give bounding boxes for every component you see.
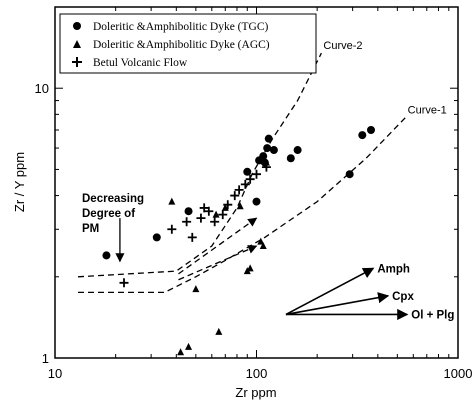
point-tgc — [264, 134, 273, 143]
point-betul — [182, 217, 192, 227]
legend-plus-marker — [72, 57, 82, 67]
curve-2-line — [78, 116, 407, 294]
point-tgc — [358, 131, 367, 140]
point-agc — [259, 242, 267, 250]
point-tgc — [263, 144, 272, 153]
point-tgc — [269, 146, 278, 155]
point-betul — [234, 185, 244, 195]
mineral-vector — [285, 292, 390, 316]
point-betul — [119, 278, 129, 288]
pm-annotation-line: PM — [82, 223, 99, 235]
point-betul — [218, 210, 228, 220]
point-betul — [252, 169, 261, 179]
point-tgc — [102, 251, 111, 260]
point-betul — [204, 206, 214, 216]
legend-entry-tgc: Doleritic &Amphibolitic Dyke (TGC) — [93, 21, 269, 33]
curves-layer: Curve-2 Curve-1 — [77, 40, 447, 294]
point-agc — [177, 348, 185, 356]
point-tgc — [366, 126, 375, 135]
x-tick-label: 10 — [48, 366, 62, 381]
mineral-vector-label: Cpx — [392, 291, 414, 303]
x-axis-label: Zr ppm — [235, 385, 276, 400]
point-betul — [230, 191, 240, 201]
point-tgc — [293, 146, 302, 155]
point-betul — [199, 203, 209, 213]
y-tick-label: 1 — [42, 351, 49, 366]
legend-box — [59, 13, 317, 74]
legend-circle-marker — [73, 22, 81, 30]
point-tgc — [252, 197, 261, 206]
x-tick-label: 1000 — [444, 366, 473, 381]
point-agc — [246, 264, 254, 272]
mineral-vector — [285, 267, 375, 316]
pm-annotation-line: Degree of — [82, 208, 135, 220]
points-layer — [102, 126, 375, 356]
point-agc — [212, 210, 220, 218]
point-tgc — [243, 167, 252, 176]
point-betul — [223, 200, 233, 210]
point-agc — [185, 342, 193, 350]
annotations-layer: Decreasing Degree of PM Amph Cpx Ol + Plg — [82, 193, 454, 321]
point-tgc — [259, 152, 268, 161]
point-tgc — [152, 233, 161, 242]
point-agc — [262, 158, 270, 166]
curve-1-line — [77, 52, 322, 278]
pm-annotation-line: Decreasing — [82, 193, 144, 205]
mineral-vector-label: Ol + Plg — [411, 309, 454, 321]
point-betul — [167, 224, 177, 234]
point-tgc — [345, 170, 354, 179]
legend-entry-betul: Betul Volcanic Flow — [93, 57, 188, 69]
melting-trend-arrow — [178, 217, 258, 275]
legend: Doleritic &Amphibolitic Dyke (TGC) Doler… — [59, 13, 317, 74]
point-agc — [168, 197, 176, 205]
x-tick-label: 100 — [246, 366, 268, 381]
point-betul — [261, 162, 271, 172]
point-betul — [196, 213, 206, 223]
point-agc — [236, 202, 244, 210]
point-tgc — [184, 207, 193, 216]
point-betul — [245, 174, 255, 184]
melting-trend-arrow — [178, 245, 258, 281]
curve-1-label: Curve-2 — [323, 40, 362, 52]
legend-triangle-marker — [73, 40, 81, 48]
point-agc — [192, 285, 200, 293]
point-betul — [210, 217, 220, 227]
y-tick-label: 10 — [35, 81, 49, 96]
point-agc — [215, 327, 223, 335]
legend-entry-agc: Doleritic &Amphibolitic Dyke (AGC) — [93, 39, 270, 51]
point-betul — [240, 179, 250, 189]
point-betul — [187, 232, 197, 242]
y-axis-label: Zr / Y ppm — [12, 152, 27, 212]
curve-2-label: Curve-1 — [408, 104, 447, 116]
point-tgc — [286, 154, 295, 163]
mineral-vector-label: Amph — [377, 263, 410, 275]
point-agc — [257, 237, 265, 245]
